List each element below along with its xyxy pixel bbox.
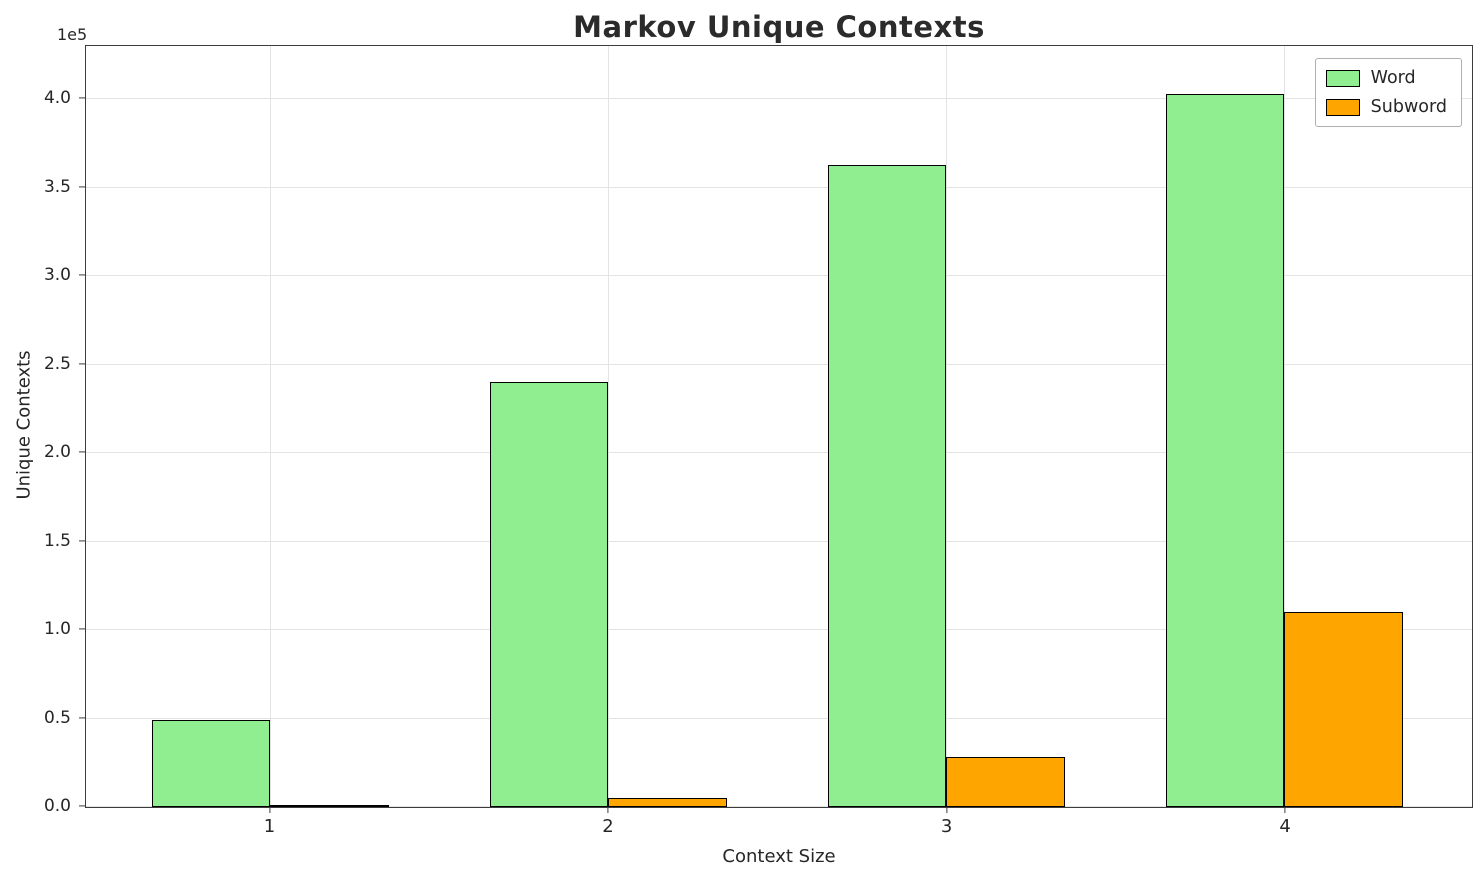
y-tick-mark	[79, 274, 85, 276]
h-gridline	[86, 363, 1472, 365]
y-tick-label: 2.0	[43, 442, 71, 463]
y-tick-label: 3.5	[43, 176, 71, 197]
bar-subword-2	[608, 798, 727, 807]
x-tick-mark	[945, 807, 948, 813]
y-tick-mark	[79, 97, 85, 99]
x-tick-label: 2	[602, 816, 614, 837]
y-tick-mark	[79, 451, 85, 453]
y-tick-label: 4.0	[43, 88, 71, 109]
legend-swatch-subword	[1325, 98, 1360, 116]
bar-word-1	[151, 720, 271, 807]
h-gridline	[86, 452, 1472, 454]
y-tick-label: 2.5	[43, 353, 71, 374]
plot-area: Word Subword	[85, 45, 1473, 808]
y-tick-mark	[79, 362, 85, 365]
x-tick-mark	[1284, 807, 1286, 813]
v-gridline	[1284, 46, 1286, 807]
y-tick-mark	[79, 628, 85, 630]
x-axis-label: Context Size	[722, 846, 836, 867]
y-tick-mark	[79, 805, 85, 807]
y-tick-mark	[79, 716, 85, 719]
x-tick-mark	[607, 807, 609, 813]
x-tick-label: 1	[263, 816, 276, 837]
y-tick-label: 3.0	[43, 265, 71, 286]
legend-label-word: Word	[1370, 68, 1416, 88]
h-gridline	[86, 806, 1472, 807]
y-tick-mark	[79, 185, 85, 188]
y-tick-label: 0.5	[43, 707, 71, 728]
bar-subword-4	[1284, 612, 1403, 807]
h-gridline	[86, 275, 1472, 277]
bar-word-2	[489, 382, 609, 807]
bar-word-3	[828, 164, 947, 807]
x-tick-label: 3	[940, 816, 953, 837]
chart-title: Markov Unique Contexts	[573, 10, 985, 44]
h-gridline	[86, 629, 1472, 631]
bar-subword-1	[270, 805, 389, 807]
bar-word-4	[1166, 93, 1285, 807]
x-tick-mark	[268, 807, 271, 813]
y-tick-mark	[79, 539, 85, 542]
x-axis-ticks: 1 2 3 4	[85, 807, 1473, 843]
v-gridline	[270, 46, 272, 807]
y-tick-label: 0.0	[43, 796, 71, 816]
legend-entry-word: Word	[1325, 68, 1447, 88]
legend-entry-subword: Subword	[1325, 97, 1447, 117]
v-gridline	[946, 46, 948, 807]
y-axis-offset-text: 1e5	[57, 25, 88, 44]
h-gridline	[86, 717, 1472, 719]
v-gridline	[608, 46, 610, 807]
bar-subword-3	[946, 757, 1065, 807]
h-gridline	[86, 186, 1472, 188]
y-axis-ticks: 0.0 0.5 1.0 1.5 2.0 2.5 3.0 3.5 4.0	[0, 45, 85, 816]
legend-label-subword: Subword	[1370, 97, 1447, 117]
x-tick-label: 4	[1279, 816, 1291, 837]
y-tick-label: 1.5	[43, 530, 71, 551]
h-gridline	[86, 540, 1472, 542]
legend: Word Subword	[1314, 58, 1462, 127]
legend-swatch-word	[1325, 69, 1360, 87]
h-gridline	[86, 98, 1472, 100]
y-tick-label: 1.0	[43, 619, 71, 640]
